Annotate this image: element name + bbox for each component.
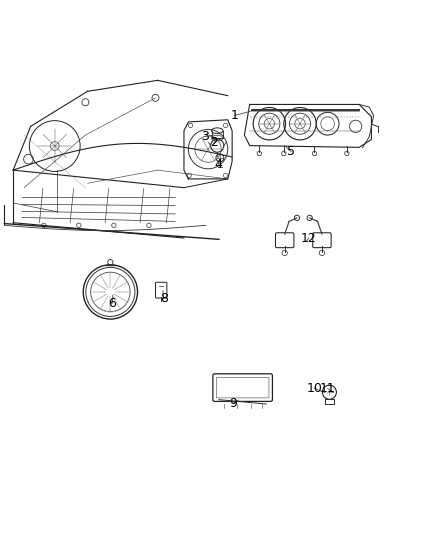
Text: 2: 2 <box>210 136 218 149</box>
Text: 10: 10 <box>307 382 322 395</box>
Text: 8: 8 <box>160 292 168 305</box>
Text: 4: 4 <box>214 158 222 171</box>
Text: 3: 3 <box>201 130 209 143</box>
Text: 11: 11 <box>320 382 336 395</box>
Text: 5: 5 <box>287 146 295 158</box>
Text: 1: 1 <box>230 109 238 122</box>
Text: 6: 6 <box>108 297 116 310</box>
Text: 12: 12 <box>301 231 317 245</box>
Text: 9: 9 <box>230 397 237 410</box>
